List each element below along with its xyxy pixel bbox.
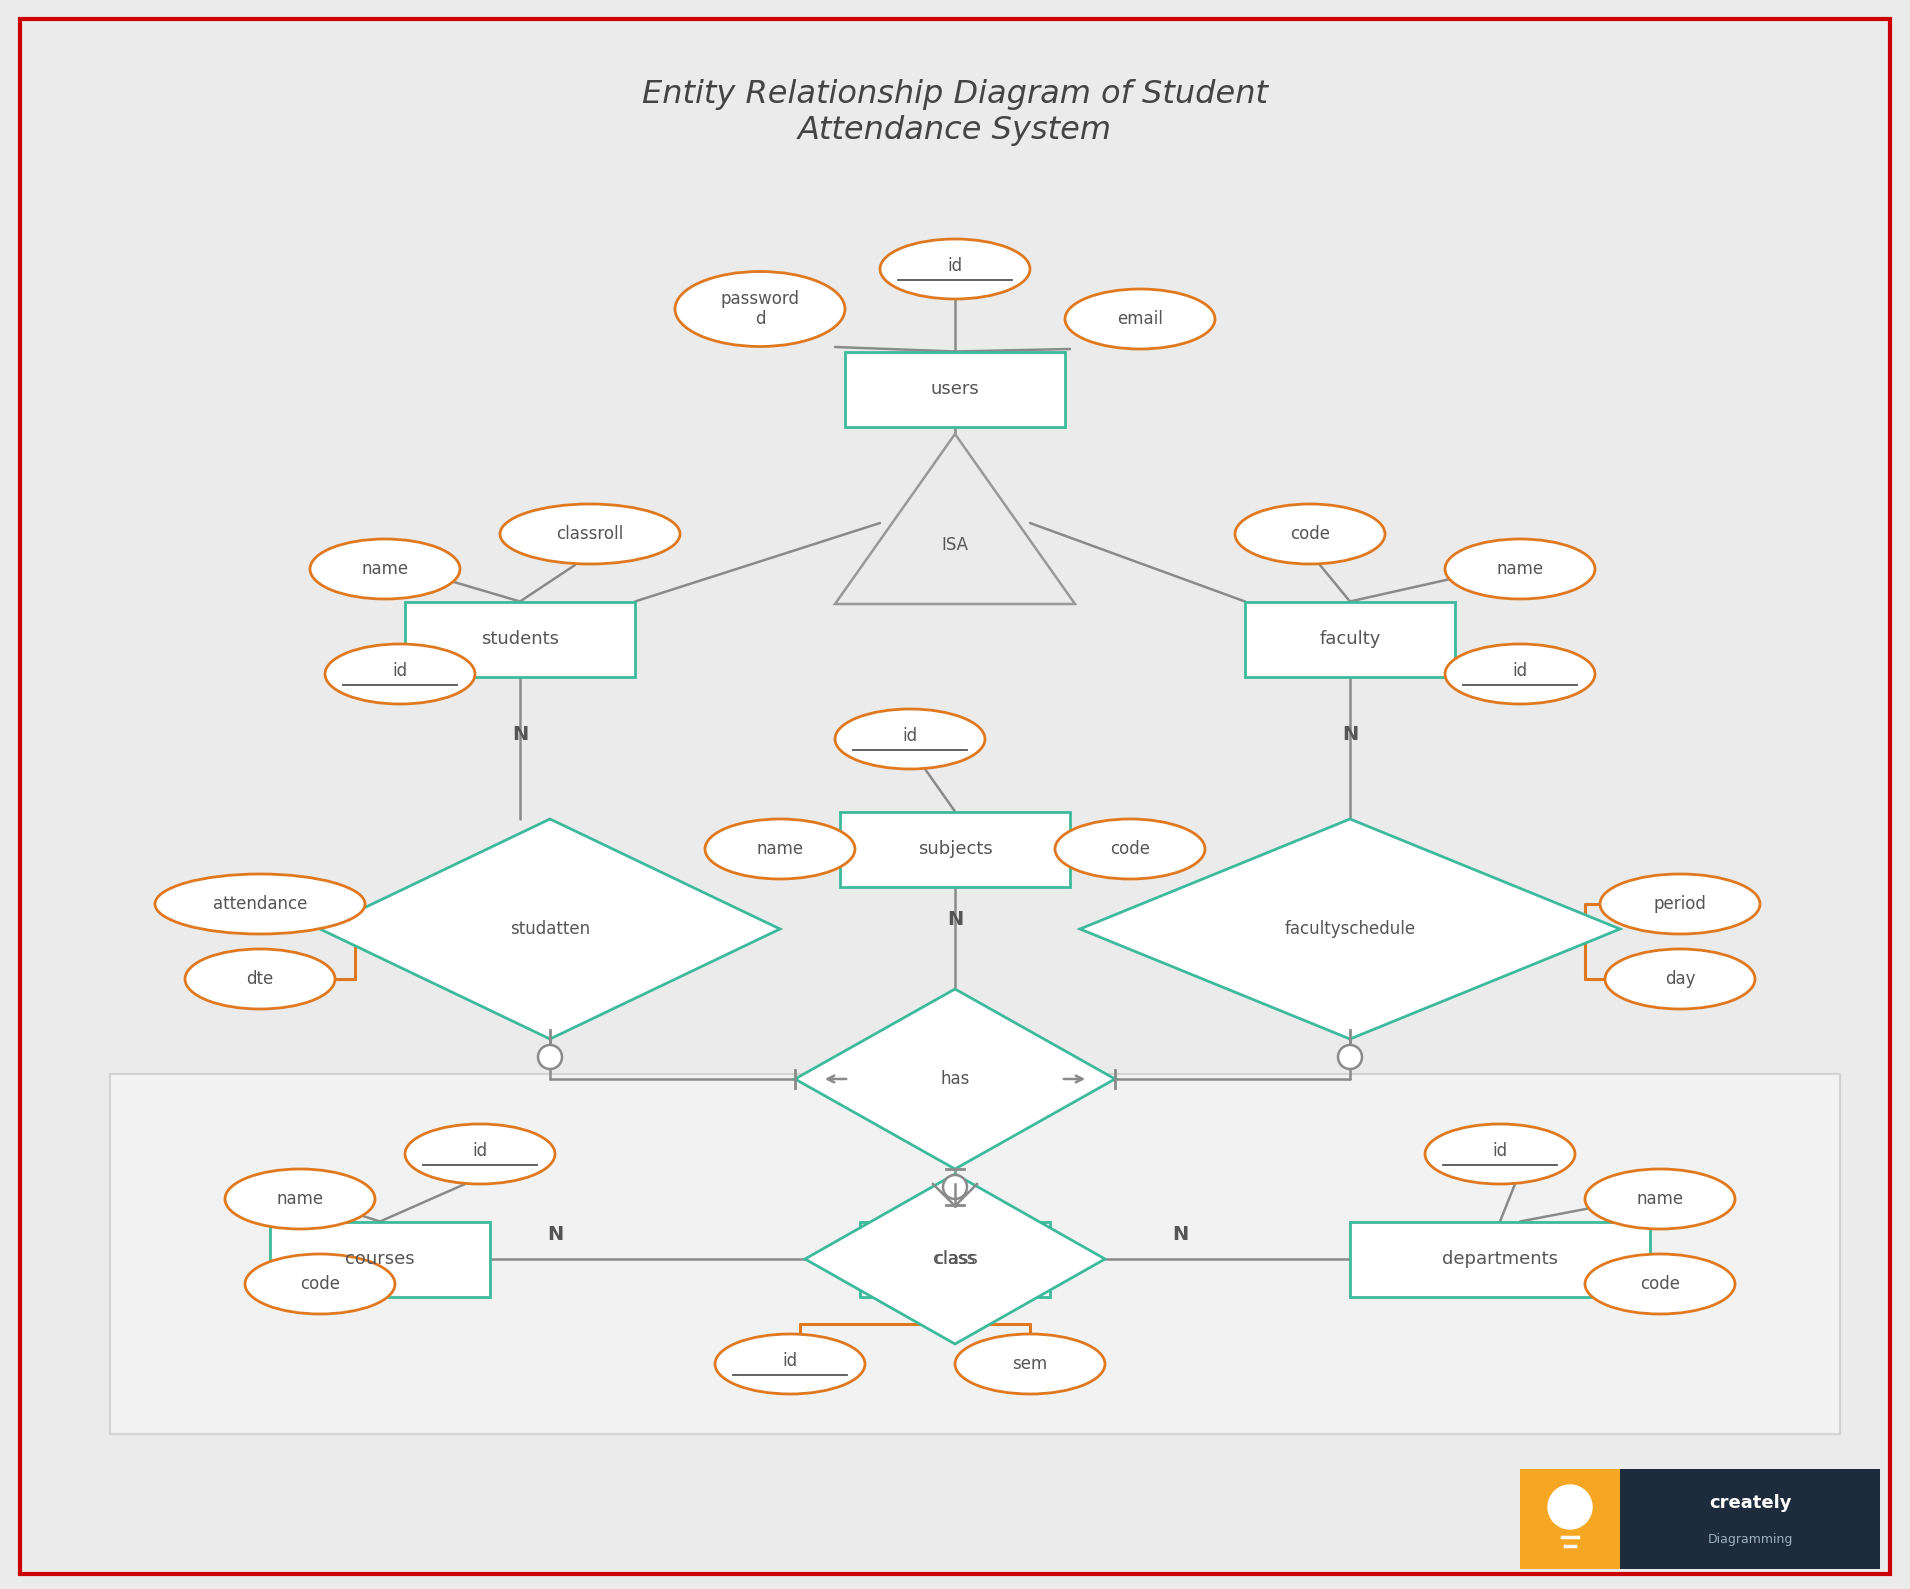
Text: id: id xyxy=(947,257,963,275)
Polygon shape xyxy=(835,434,1075,604)
Text: class: class xyxy=(932,1251,978,1268)
Text: Diagramming: Diagramming xyxy=(1708,1532,1793,1546)
Ellipse shape xyxy=(185,949,334,1009)
Text: ISA: ISA xyxy=(942,535,968,553)
Ellipse shape xyxy=(1446,539,1595,599)
Ellipse shape xyxy=(714,1335,865,1394)
Circle shape xyxy=(1339,1046,1362,1069)
Text: creately: creately xyxy=(1709,1494,1792,1513)
Ellipse shape xyxy=(1236,504,1385,564)
Text: N: N xyxy=(947,909,963,928)
Text: attendance: attendance xyxy=(212,895,308,914)
Text: id: id xyxy=(472,1142,487,1160)
Text: facultyschedule: facultyschedule xyxy=(1284,920,1415,938)
Text: Entity Relationship Diagram of Student
Attendance System: Entity Relationship Diagram of Student A… xyxy=(642,79,1268,146)
Text: id: id xyxy=(783,1352,798,1370)
Text: code: code xyxy=(300,1274,340,1293)
Ellipse shape xyxy=(309,539,460,599)
FancyBboxPatch shape xyxy=(844,351,1066,426)
Text: code: code xyxy=(1110,841,1150,858)
Ellipse shape xyxy=(325,644,476,704)
Text: departments: departments xyxy=(1442,1251,1559,1268)
FancyBboxPatch shape xyxy=(1350,1222,1650,1297)
Ellipse shape xyxy=(225,1170,374,1228)
Ellipse shape xyxy=(705,818,856,879)
Text: code: code xyxy=(1289,524,1329,543)
Ellipse shape xyxy=(955,1335,1106,1394)
Polygon shape xyxy=(321,818,779,1039)
Ellipse shape xyxy=(881,238,1029,299)
Text: name: name xyxy=(756,841,804,858)
Circle shape xyxy=(944,1174,966,1200)
Polygon shape xyxy=(1079,818,1620,1039)
Text: classroll: classroll xyxy=(556,524,625,543)
Text: email: email xyxy=(1117,310,1163,327)
Text: students: students xyxy=(481,629,560,648)
Text: courses: courses xyxy=(346,1251,414,1268)
Ellipse shape xyxy=(835,709,986,769)
Text: name: name xyxy=(1637,1190,1683,1208)
Ellipse shape xyxy=(1585,1170,1734,1228)
Text: users: users xyxy=(930,380,980,397)
Ellipse shape xyxy=(1425,1123,1576,1184)
Text: id: id xyxy=(1492,1142,1507,1160)
FancyBboxPatch shape xyxy=(405,602,634,677)
Ellipse shape xyxy=(1054,818,1205,879)
Ellipse shape xyxy=(155,874,365,934)
Text: id: id xyxy=(392,663,407,680)
Text: studatten: studatten xyxy=(510,920,590,938)
Text: name: name xyxy=(277,1190,323,1208)
Circle shape xyxy=(539,1046,562,1069)
Text: id: id xyxy=(902,728,917,745)
FancyBboxPatch shape xyxy=(1520,1468,1879,1568)
Ellipse shape xyxy=(1601,874,1759,934)
Text: has: has xyxy=(940,1069,970,1088)
FancyBboxPatch shape xyxy=(269,1222,491,1297)
Text: N: N xyxy=(1343,725,1358,744)
Text: N: N xyxy=(512,725,529,744)
Text: code: code xyxy=(1641,1274,1681,1293)
FancyBboxPatch shape xyxy=(1245,602,1455,677)
Circle shape xyxy=(1547,1486,1593,1529)
Text: N: N xyxy=(546,1225,563,1244)
Polygon shape xyxy=(804,1174,1106,1344)
Ellipse shape xyxy=(1604,949,1755,1009)
Text: password
d: password d xyxy=(720,289,800,329)
Text: dte: dte xyxy=(246,969,273,988)
Polygon shape xyxy=(795,988,1115,1170)
Text: N: N xyxy=(1173,1225,1188,1244)
Text: period: period xyxy=(1654,895,1706,914)
Text: sem: sem xyxy=(1012,1355,1047,1373)
Text: subjects: subjects xyxy=(917,841,993,858)
Text: name: name xyxy=(1496,559,1543,578)
Text: id: id xyxy=(1513,663,1528,680)
Ellipse shape xyxy=(674,272,844,346)
Ellipse shape xyxy=(1585,1254,1734,1314)
Ellipse shape xyxy=(1066,289,1215,350)
FancyBboxPatch shape xyxy=(111,1074,1839,1433)
Ellipse shape xyxy=(1446,644,1595,704)
Ellipse shape xyxy=(405,1123,556,1184)
Ellipse shape xyxy=(244,1254,395,1314)
FancyBboxPatch shape xyxy=(860,1222,1050,1297)
FancyBboxPatch shape xyxy=(1520,1468,1620,1568)
Text: name: name xyxy=(361,559,409,578)
Text: class: class xyxy=(934,1251,976,1268)
FancyBboxPatch shape xyxy=(840,812,1070,887)
Text: faculty: faculty xyxy=(1320,629,1381,648)
Text: day: day xyxy=(1666,969,1696,988)
Ellipse shape xyxy=(500,504,680,564)
